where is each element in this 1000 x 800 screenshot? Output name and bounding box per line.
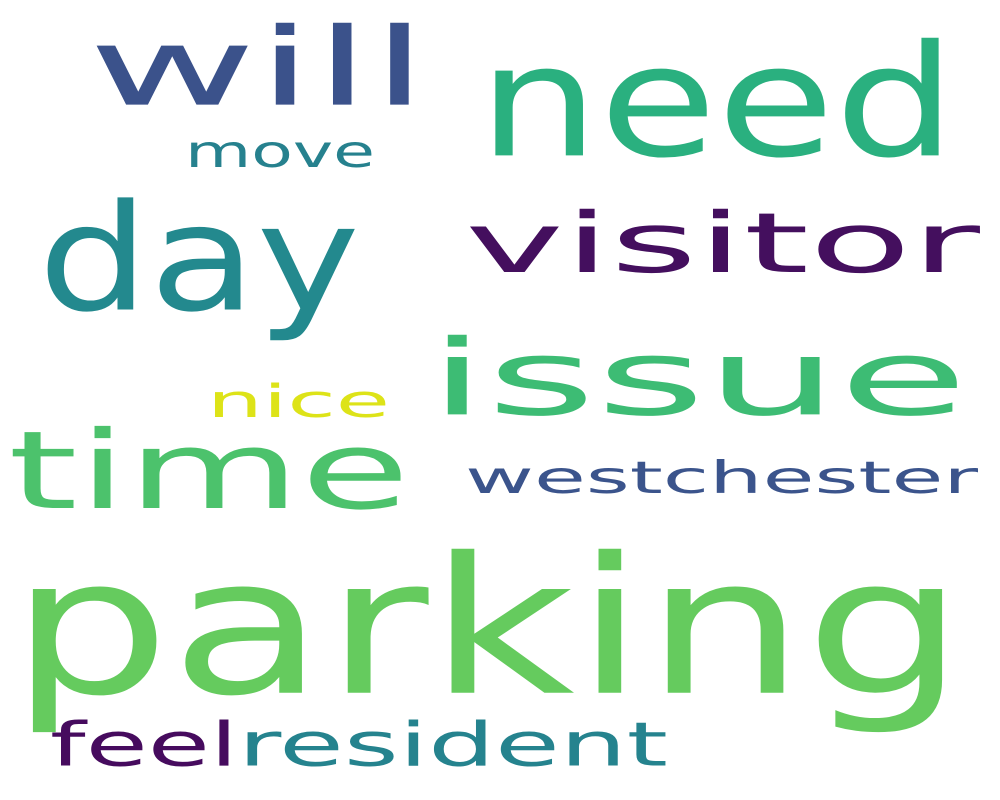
word-westchester: westchester — [465, 451, 978, 504]
word-nice: nice — [207, 374, 390, 428]
word-issue: issue — [428, 316, 968, 439]
word-day: day — [38, 171, 360, 344]
word-move: move — [185, 125, 375, 178]
word-feel: feel — [50, 709, 238, 780]
word-will: will — [88, 4, 428, 130]
word-time: time — [8, 407, 410, 534]
word-visitor: visitor — [465, 194, 980, 292]
word-resident: resident — [238, 709, 668, 780]
word-parking: parking — [10, 517, 965, 738]
word-need: need — [478, 11, 956, 192]
